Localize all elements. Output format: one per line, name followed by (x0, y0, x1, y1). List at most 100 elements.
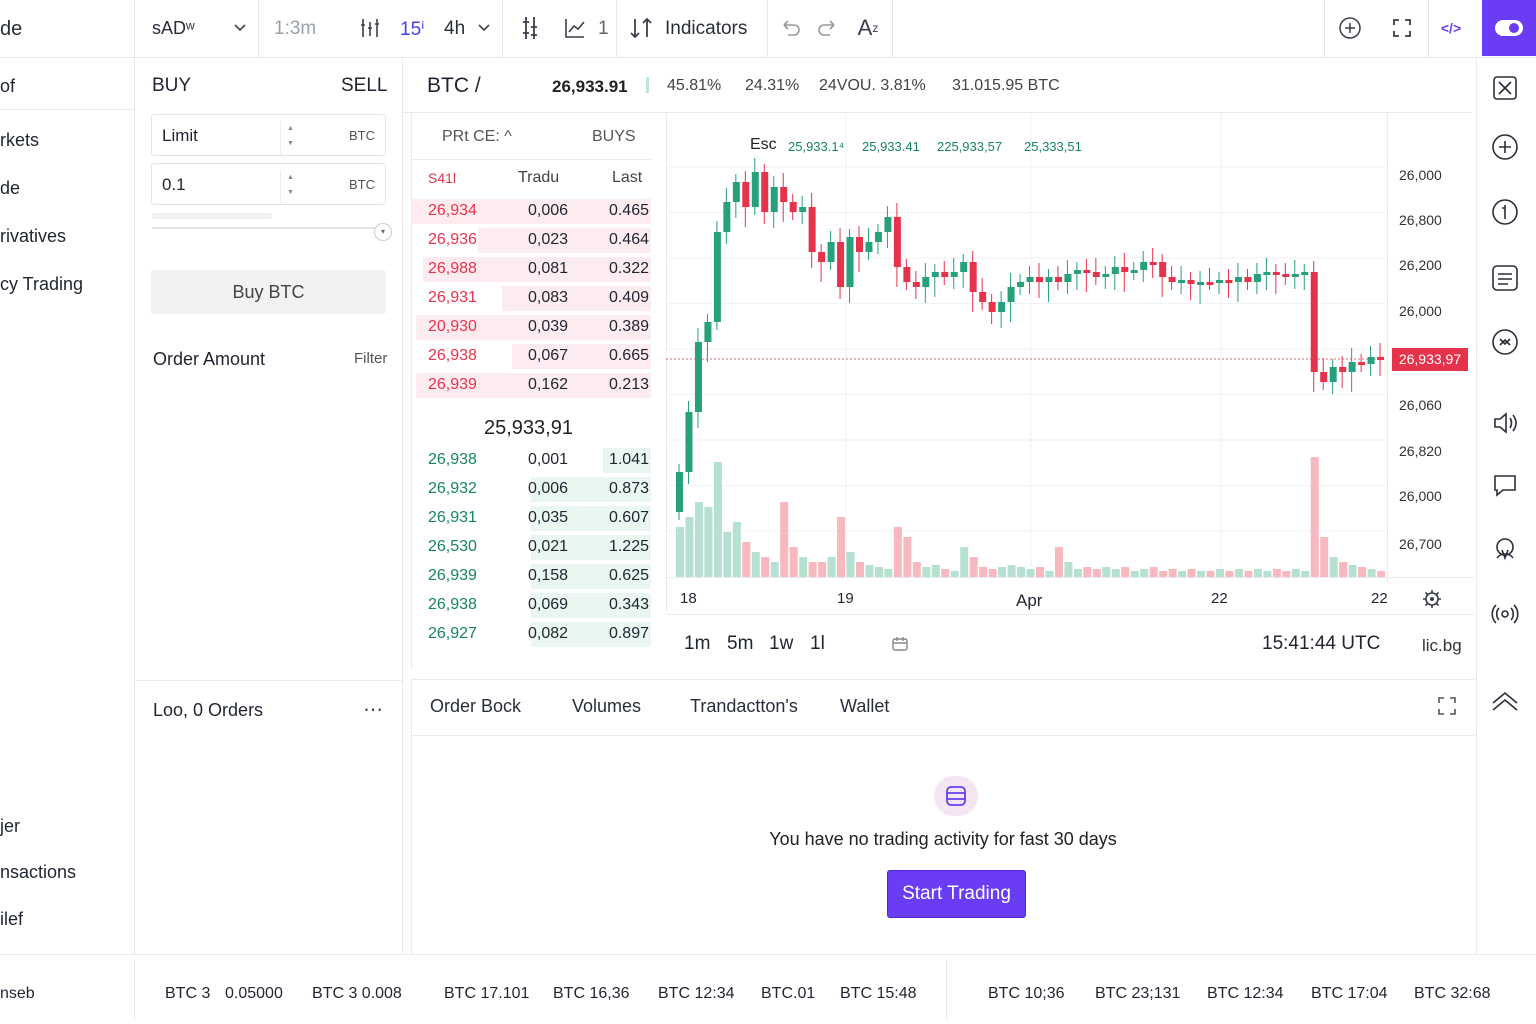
avatar-icon[interactable] (1490, 535, 1520, 565)
volume-bar (732, 522, 741, 577)
crosshair-icon[interactable] (1490, 73, 1520, 103)
ticker-item[interactable]: 0.05000 (225, 985, 283, 1002)
add-icon[interactable] (1336, 14, 1364, 42)
interval-1l[interactable]: 1l (810, 633, 825, 654)
candle-settings-icon[interactable] (356, 14, 384, 42)
pair-selector[interactable]: sADʷ (152, 18, 195, 38)
ask-row[interactable]: 26,934 0,006 0.465 (411, 197, 651, 226)
buy-tab[interactable]: BUY (152, 75, 192, 96)
ask-row[interactable]: 26,939 0,162 0.213 (411, 371, 651, 400)
orderbook-buys-header[interactable]: BUYS (592, 128, 636, 145)
bid-row[interactable]: 26,938 0,069 0.343 (411, 591, 651, 620)
nav-item-markets[interactable]: rkets (0, 130, 40, 150)
order-type-field[interactable]: Limit ▲ ▼ BTC (151, 114, 386, 156)
chat-icon[interactable] (1490, 470, 1520, 500)
symbol-search-input[interactable]: 1:3m (274, 18, 317, 39)
volume-bar (1367, 569, 1376, 577)
indicators-button[interactable]: Indicators (665, 18, 748, 39)
interval-1w[interactable]: 1w (769, 633, 794, 654)
indicators-icon[interactable] (628, 14, 656, 42)
sound-icon[interactable] (1490, 408, 1520, 438)
brand-tag[interactable]: lic.bg (1422, 636, 1462, 655)
undo-icon[interactable] (776, 14, 804, 42)
collapse-up-icon[interactable] (1490, 686, 1520, 716)
ticker-item[interactable]: BTC 10;36 (988, 985, 1065, 1002)
ticker-item[interactable]: BTC 23;131 (1095, 985, 1181, 1002)
slider-handle[interactable]: ▾ (374, 223, 392, 241)
sell-tab[interactable]: SELL (341, 75, 388, 96)
depth-bar (531, 622, 651, 647)
settings-gear-icon[interactable] (1421, 588, 1443, 610)
tab-transactions[interactable]: Trandactton's (690, 696, 798, 716)
ticker-item[interactable]: BTC 16,36 (553, 985, 630, 1002)
orderbook-price-header[interactable]: PRt CE: ^ (442, 128, 512, 145)
interval-5m[interactable]: 5m (727, 633, 754, 654)
ask-row[interactable]: 26,931 0,083 0.409 (411, 284, 651, 313)
interval-4h[interactable]: 4h (444, 18, 466, 39)
filter-button[interactable]: Filter (354, 350, 388, 367)
tab-order-book[interactable]: Order Bock (430, 696, 522, 716)
legend-esc[interactable]: Esc (750, 136, 777, 153)
stepper-icon[interactable]: ▲ ▼ (280, 121, 300, 155)
interval-15[interactable]: 15ⁱ (400, 19, 425, 40)
ticker-item[interactable]: BTC 3 (165, 985, 211, 1002)
ticker-item[interactable]: BTC 12:34 (1207, 985, 1284, 1002)
ask-row[interactable]: 26,938 0,067 0.665 (411, 342, 651, 371)
nav-item-ledger[interactable]: jer (0, 816, 21, 836)
bid-row[interactable]: 26,530 0,021 1.225 (411, 533, 651, 562)
tab-volumes[interactable]: Volumes (572, 696, 642, 716)
code-icon[interactable]: </> (1440, 20, 1462, 36)
nav-item-coinbase[interactable]: nseb (0, 985, 35, 1002)
ask-row[interactable]: 26,988 0,081 0.322 (411, 255, 651, 284)
chevron-down-icon[interactable] (470, 14, 498, 42)
ticker-item[interactable]: BTC 17.101 (444, 985, 530, 1002)
price-chart[interactable] (666, 112, 1476, 612)
zoom-in-icon[interactable] (1490, 132, 1520, 162)
ask-row[interactable]: 20,930 0,039 0.389 (411, 313, 651, 342)
volume-bar (1111, 569, 1120, 577)
last-price: 26,933.91 (552, 77, 628, 96)
ticker-item[interactable]: BTC.01 (761, 985, 816, 1002)
interval-1m[interactable]: 1m (684, 633, 711, 654)
bid-row[interactable]: 26,931 0,035 0.607 (411, 504, 651, 533)
more-options-icon[interactable]: ⋯ (363, 699, 383, 721)
volume-bar (1054, 547, 1063, 577)
nav-item-of[interactable]: of (0, 76, 16, 96)
bid-row[interactable]: 26,927 0,082 0.897 (411, 620, 651, 649)
nav-item-copy-trading[interactable]: cy Trading (0, 274, 84, 294)
line-chart-icon[interactable] (561, 14, 589, 42)
nav-item-profile[interactable]: ilef (0, 909, 24, 929)
broadcast-icon[interactable] (1490, 599, 1520, 629)
compare-icon[interactable] (1490, 327, 1520, 357)
buy-btc-button[interactable]: Buy BTC (151, 270, 386, 314)
nav-item-derivatives[interactable]: rivatives (0, 226, 67, 246)
ticker-item[interactable]: BTC 3 0.008 (312, 985, 402, 1002)
stepper-icon[interactable]: ▲ ▼ (280, 170, 300, 204)
fullscreen-icon[interactable] (1388, 14, 1416, 42)
ask-row[interactable]: 26,936 0,023 0.464 (411, 226, 651, 255)
amount-slider[interactable] (152, 227, 376, 229)
ticker-item[interactable]: BTC 17:04 (1311, 985, 1388, 1002)
start-trading-button[interactable]: Start Trading (887, 870, 1026, 918)
chevron-down-icon[interactable] (226, 14, 254, 42)
bar-chart-icon[interactable] (516, 14, 544, 42)
bid-row[interactable]: 26,932 0,006 0.873 (411, 475, 651, 504)
magnet-icon[interactable] (1490, 197, 1520, 227)
amount-field[interactable]: 0.1 ▲ ▼ BTC (151, 163, 386, 205)
ticker-item[interactable]: BTC 15:48 (840, 985, 917, 1002)
bid-row[interactable]: 26,938 0,001 1.041 (411, 446, 651, 475)
bid-row[interactable]: 26,939 0,158 0.625 (411, 562, 651, 591)
nav-item-transactions[interactable]: nsactions (0, 862, 77, 882)
row-amount: 0,158 (528, 567, 569, 584)
toggle-panel-button[interactable] (1482, 0, 1536, 56)
watchlist-icon[interactable] (1490, 263, 1520, 293)
ticker-item[interactable]: BTC 12:34 (658, 985, 735, 1002)
expand-icon[interactable] (1437, 696, 1457, 716)
redo-icon[interactable] (814, 14, 842, 42)
ticker-item[interactable]: BTC 32:68 (1414, 985, 1491, 1002)
tab-wallet[interactable]: Wallet (840, 696, 890, 716)
date-range-icon[interactable] (890, 634, 910, 654)
nav-item-trade[interactable]: de (0, 178, 21, 198)
